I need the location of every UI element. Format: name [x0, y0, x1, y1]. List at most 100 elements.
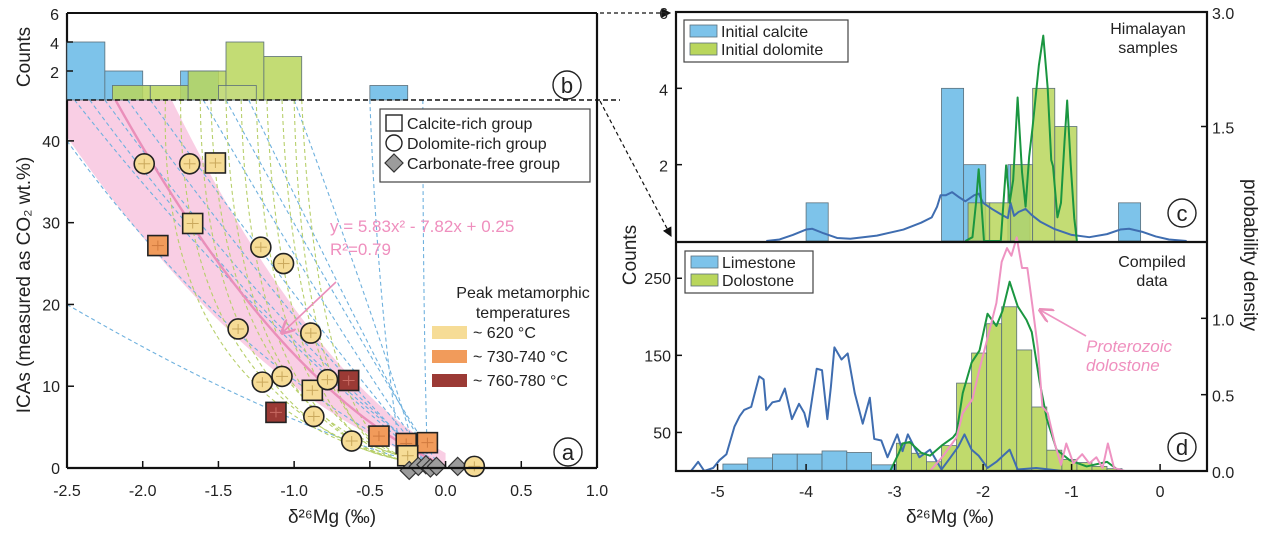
legend-d-limestone-swatch — [690, 255, 719, 269]
data-point-carbonate-free — [426, 456, 447, 477]
density-curve-d-0 — [690, 346, 1063, 472]
y-tick-right-label-c: 1.5 — [1212, 121, 1234, 138]
group-legend-box — [379, 108, 591, 183]
y-tick-label-a: 20 — [42, 297, 60, 314]
panel-label-b: b — [561, 73, 573, 98]
histogram-bar-c-dolomite — [1054, 126, 1078, 242]
x-axis-title-cd: δ²⁶Mg (‰) — [906, 507, 994, 528]
panel-label-c-circle — [1167, 198, 1197, 228]
y-tick-right-label-d: 0.0 — [1212, 465, 1234, 482]
mixing-curve-green-4 — [225, 100, 401, 461]
histogram-bar-d-limestone — [747, 457, 773, 472]
legend-square-icon — [385, 114, 403, 132]
panel-label-b-circle — [552, 70, 582, 100]
legend-c-label: Initial calcite — [721, 24, 808, 41]
fit-confidence-band — [67, 100, 446, 467]
density-curve-d-2 — [929, 236, 1125, 472]
legend-diamond-icon — [384, 153, 404, 173]
histogram-bar-d-limestone — [796, 453, 823, 472]
data-point-dolomite — [340, 430, 363, 452]
histogram-bar-b-dolomite — [263, 56, 303, 101]
histogram-bar-d-dolostone — [986, 323, 1003, 472]
y-axis-title-counts-cd: Counts — [620, 225, 641, 285]
data-point-calcite — [265, 401, 287, 424]
mixing-curve-green-0 — [164, 100, 401, 461]
fit-equation: y = 5.83x² - 7.82x + 0.25 — [330, 217, 514, 236]
point-diamond — [447, 456, 468, 477]
mixing-curve-green-9 — [293, 100, 401, 461]
x-tick-label-d: -5 — [710, 484, 724, 501]
mixing-curve-blue-8 — [225, 100, 439, 465]
point-diamond — [426, 456, 447, 477]
legend-c-calcite-swatch — [689, 24, 718, 38]
data-point-dolomite — [227, 318, 249, 340]
x-axis-title-a: δ²⁶Mg (‰) — [288, 507, 376, 528]
data-point-calcite — [337, 369, 360, 392]
y-tick-label-c: 2 — [659, 159, 668, 176]
proterozoic-annotation: Proterozoic — [1086, 337, 1172, 356]
data-point-dolomite — [463, 455, 486, 478]
histogram-bar-c-calcite — [1118, 202, 1142, 242]
y-tick-label-a: 10 — [42, 379, 60, 396]
panel-label-c: c — [1177, 201, 1188, 226]
data-point-dolomite — [178, 152, 201, 175]
panel-label-d: d — [1176, 435, 1188, 460]
data-point-dolomite — [303, 405, 325, 428]
data-point-calcite — [181, 212, 204, 235]
x-tick-label-d: -4 — [799, 484, 813, 501]
density-curve-c-1 — [964, 34, 1078, 242]
x-tick-label-a: 0.5 — [510, 483, 532, 500]
y-tick-right-label-c: 3.0 — [1212, 6, 1234, 23]
y-tick-label-b: 2 — [50, 65, 59, 82]
mixing-curve-green-1 — [180, 100, 401, 461]
x-tick-label-a: -0.5 — [356, 483, 384, 500]
temp-legend-title: Peak metamorphic — [456, 285, 589, 302]
y-tick-label-a: 0 — [51, 461, 60, 478]
proterozoic-annotation: dolostone — [1086, 356, 1160, 375]
histogram-bar-d-limestone — [772, 453, 798, 472]
x-tick-label-d: -1 — [1064, 484, 1078, 501]
histogram-bar-d-limestone — [821, 450, 848, 472]
temp-legend-swatch — [432, 350, 467, 363]
legend-circle-icon — [385, 134, 403, 152]
y-axis-title-a: ICAs (measured as CO₂ wt.%) — [14, 157, 35, 414]
histogram-bar-b-dolomite — [149, 85, 189, 101]
data-point-calcite — [147, 234, 169, 257]
data-point-dolomite — [251, 371, 274, 393]
histogram-bar-d-limestone — [846, 452, 872, 472]
data-point-dolomite — [133, 152, 156, 175]
y-axis-title-density: probability density — [1239, 179, 1260, 332]
y-tick-right-label-d: 0.5 — [1212, 389, 1234, 406]
mixing-curve-blue-11 — [369, 100, 401, 452]
y-tick-label-b: 4 — [50, 36, 59, 53]
x-tick-label-a: 0.0 — [434, 483, 456, 500]
fit-r-squared: R²=0.79 — [330, 240, 391, 259]
zoom-connector-bottom — [599, 100, 672, 238]
temp-legend-swatch — [432, 326, 467, 339]
temp-legend-label: ~ 760-780 °C — [473, 373, 568, 390]
temp-legend-label: ~ 730-740 °C — [473, 349, 568, 366]
mixing-curve-green-3 — [210, 100, 401, 457]
y-axis-title-b: Counts — [14, 27, 35, 87]
data-point-dolomite — [250, 236, 272, 258]
x-tick-label-a: -1.0 — [280, 483, 308, 500]
histogram-bar-d-dolostone — [1031, 406, 1048, 472]
panel-label-a: a — [562, 440, 575, 465]
legend-c-label: Initial dolomite — [721, 42, 823, 59]
histogram-bar-d-dolostone — [1001, 306, 1018, 472]
panel-label-a-circle — [553, 437, 583, 467]
temp-legend-title: temperatures — [476, 305, 570, 322]
data-point-calcite — [396, 444, 419, 467]
mixing-curve-blue-2 — [74, 100, 431, 465]
x-tick-label-a: -2.0 — [129, 483, 157, 500]
mixing-curve-blue-0 — [67, 303, 408, 461]
x-tick-label-a: 1.0 — [586, 483, 608, 500]
y-tick-right-label-d: 1.0 — [1212, 312, 1234, 329]
legend-c-dolomite-swatch — [689, 42, 718, 56]
y-tick-label-d: 150 — [644, 348, 671, 365]
x-tick-label-d: -2 — [976, 484, 990, 501]
data-point-carbonate-free — [447, 456, 468, 477]
data-point-calcite — [204, 152, 227, 174]
data-point-calcite — [301, 379, 324, 402]
